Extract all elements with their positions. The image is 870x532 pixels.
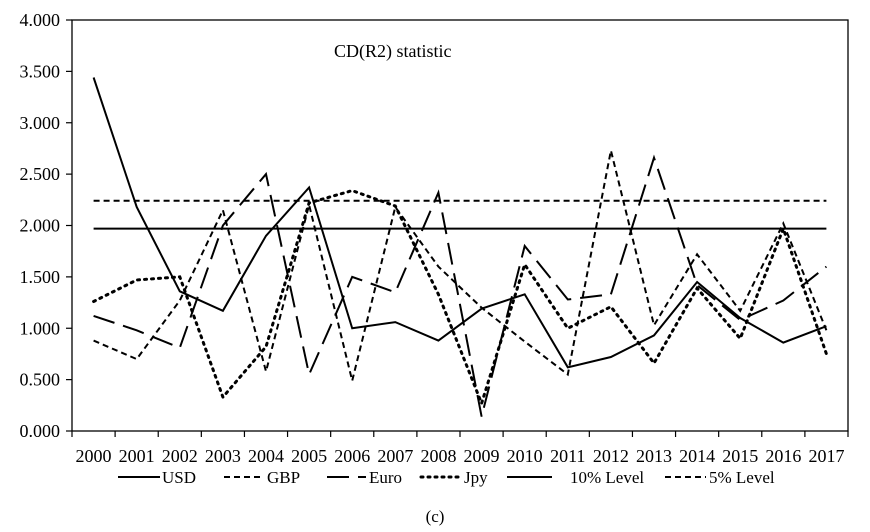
x-tick-label: 2002 xyxy=(162,446,198,466)
legend-label-1: USD xyxy=(162,468,196,487)
series-line-1 xyxy=(92,77,827,369)
series-line-4 xyxy=(92,189,828,408)
series-lines xyxy=(92,77,828,417)
legend: USD GBP Euro Jpy 10% Level 5% Level xyxy=(118,468,775,487)
x-tick-label: 2007 xyxy=(377,446,413,466)
axes: 0.000 0.500 1.000 1.500 2.000 2.500 3.000 3.500… xyxy=(20,10,849,466)
x-tick-label: 2006 xyxy=(334,446,370,466)
y-tick-label: 4.000 xyxy=(20,10,61,30)
plot-frame xyxy=(71,19,849,432)
x-tick-label: 2011 xyxy=(550,446,585,466)
legend-label-4: Jpy xyxy=(464,468,488,487)
y-tick-label: 0.000 xyxy=(20,421,61,441)
x-tick-label: 2015 xyxy=(722,446,758,466)
x-tick-label: 2003 xyxy=(205,446,241,466)
x-tick-label: 2014 xyxy=(679,446,715,466)
x-tick-label: 2001 xyxy=(119,446,155,466)
legend-label-5: 10% Level xyxy=(570,468,644,487)
series-line-2 xyxy=(93,150,828,381)
legend-label-2: GBP xyxy=(267,468,300,487)
y-tick-label: 1.500 xyxy=(20,267,61,287)
x-tick-label: 2013 xyxy=(636,446,672,466)
y-tick-label: 2.500 xyxy=(20,164,61,184)
y-tick-label: 2.000 xyxy=(20,216,61,236)
y-tick-label: 0.500 xyxy=(20,370,61,390)
x-tick-label: 2005 xyxy=(291,446,327,466)
y-tick-label: 3.500 xyxy=(20,61,61,81)
x-tick-label: 2017 xyxy=(808,446,844,466)
legend-label-3: Euro xyxy=(369,468,402,487)
x-tick-label: 2010 xyxy=(507,446,543,466)
x-tick-label: 2012 xyxy=(593,446,629,466)
x-tick-label: 2016 xyxy=(765,446,801,466)
x-tick-label: 2004 xyxy=(248,446,284,466)
series-line-3 xyxy=(93,154,828,417)
legend-label-6: 5% Level xyxy=(709,468,775,487)
x-tick-label: 2009 xyxy=(464,446,500,466)
y-tick-label: 1.000 xyxy=(20,318,61,338)
y-tick-label: 3.000 xyxy=(20,113,61,133)
chart-title: CD(R2) statistic xyxy=(334,41,452,62)
x-tick-label: 2000 xyxy=(76,446,112,466)
x-tick-label: 2008 xyxy=(420,446,456,466)
chart-caption: (c) xyxy=(426,507,445,526)
